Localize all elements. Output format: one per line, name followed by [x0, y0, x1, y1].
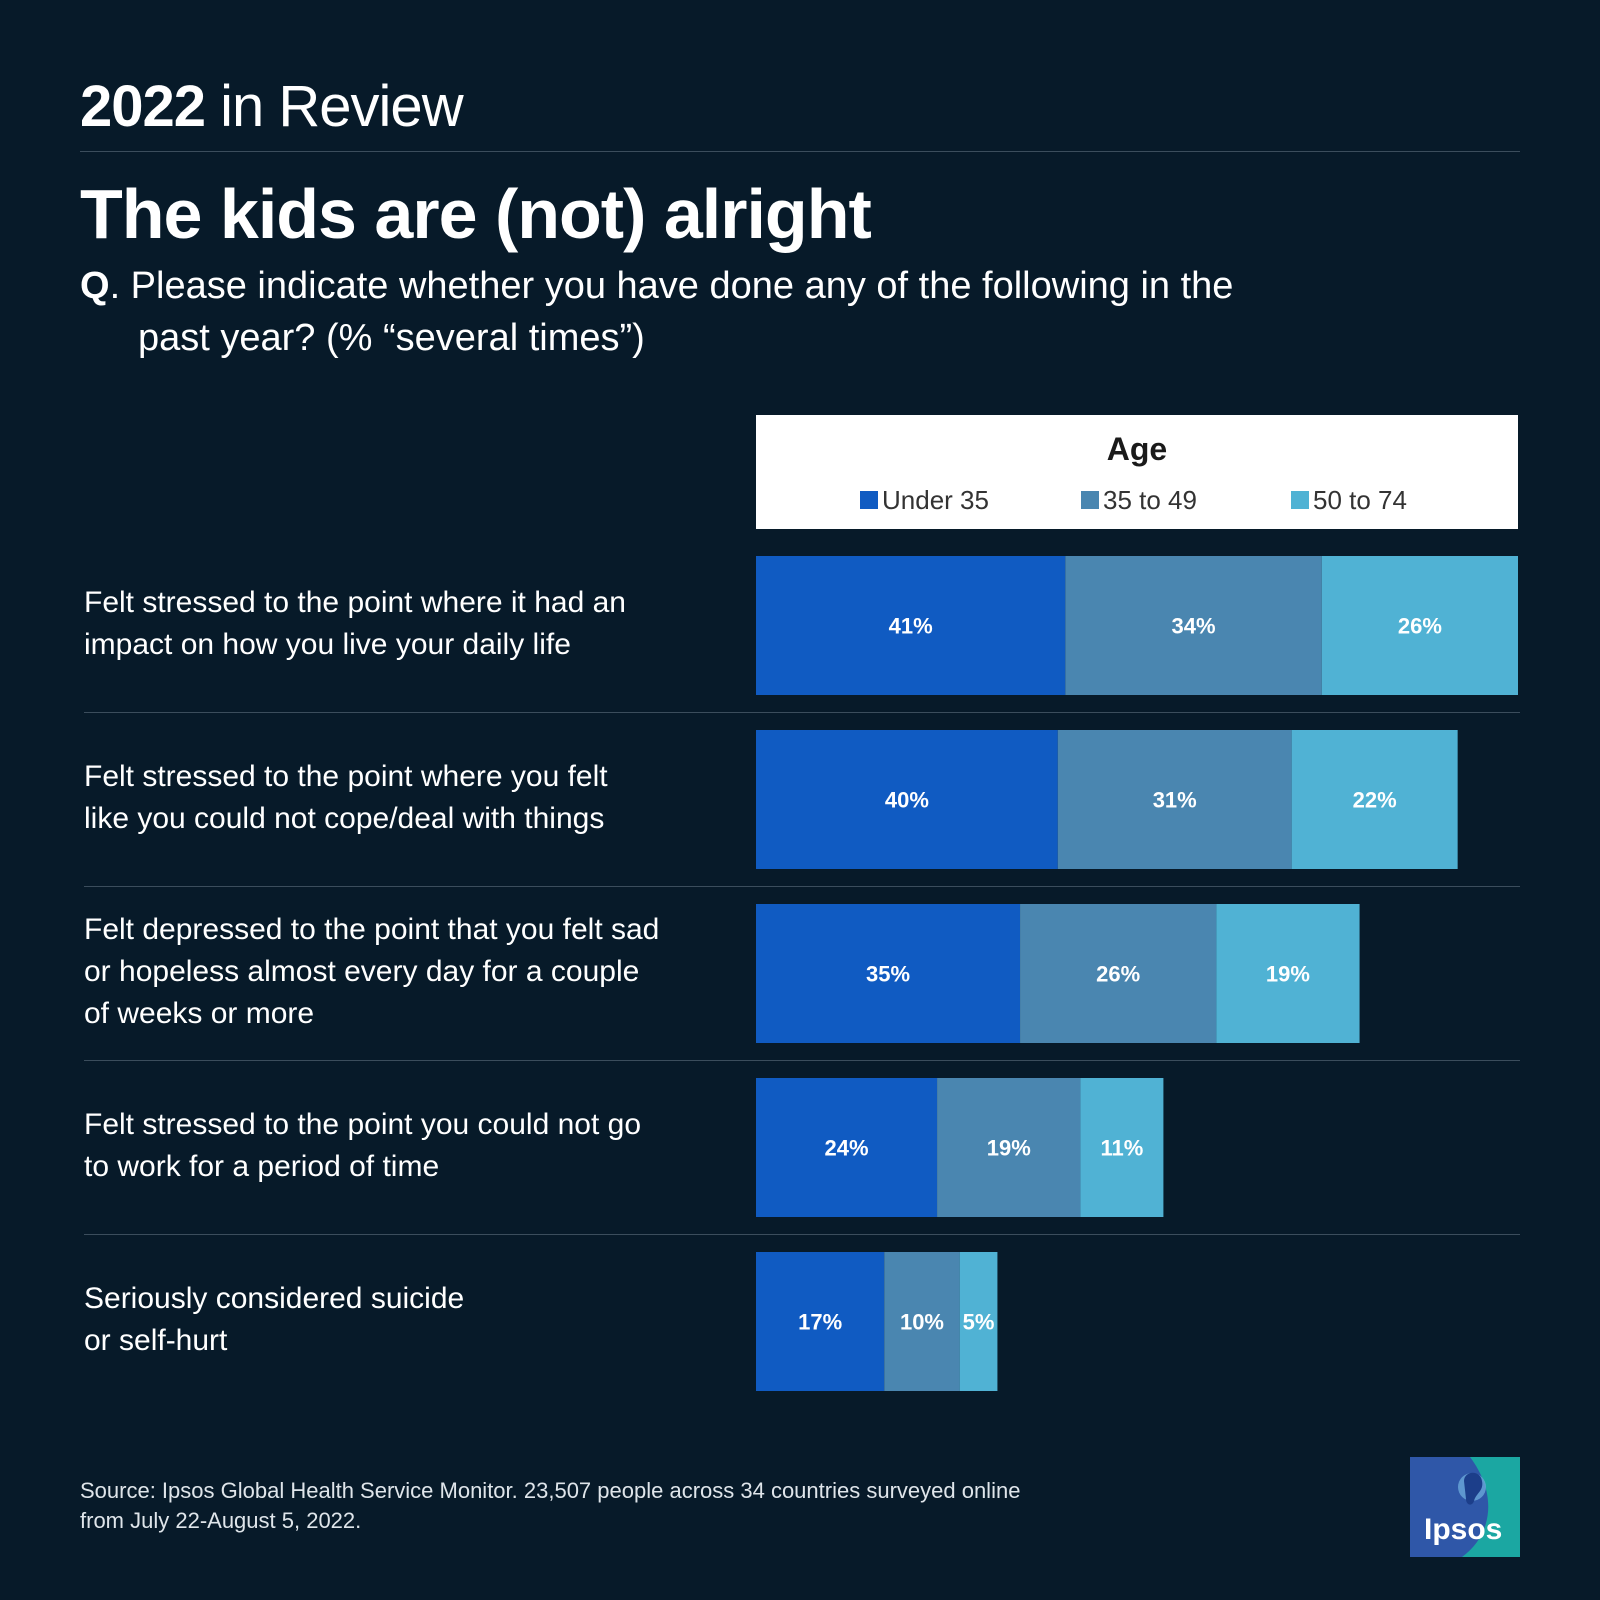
data-label-under-35: 24%	[825, 1136, 869, 1161]
category-label-line: impact on how you live your daily life	[84, 627, 571, 661]
data-label-35-to-49: 10%	[900, 1310, 944, 1335]
category-label-line: to work for a period of time	[84, 1149, 440, 1183]
legend: Age Under 35 35 to 49 50 to 74	[756, 415, 1518, 529]
source-line-2: from July 22-August 5, 2022.	[80, 1508, 362, 1533]
data-label-under-35: 40%	[885, 788, 929, 813]
bar-under-35	[756, 1078, 938, 1217]
page-title: The kids are (not) alright	[80, 175, 872, 253]
data-label-50-to-74: 11%	[1100, 1136, 1143, 1161]
legend-title: Age	[1106, 431, 1168, 467]
bar-50-to-74	[1321, 556, 1518, 695]
source-note: Source: Ipsos Global Health Service Moni…	[80, 1476, 1100, 1536]
legend-item-35-to-49: 35 to 49	[1081, 485, 1197, 515]
legend-swatch-35-to-49	[1081, 491, 1099, 509]
row-divider	[84, 1234, 1520, 1235]
legend-label-under-35: Under 35	[882, 485, 989, 515]
data-label-35-to-49: 31%	[1153, 788, 1197, 813]
bar-under-35	[756, 1252, 885, 1391]
legend-item-under-35: Under 35	[860, 485, 989, 515]
category-label-line: Felt depressed to the point that you fel…	[84, 912, 660, 946]
data-label-under-35: 17%	[798, 1310, 842, 1335]
bar-35-to-49	[1020, 904, 1217, 1043]
category-label: Felt depressed to the point that you fel…	[84, 909, 734, 1035]
data-label-35-to-49: 19%	[987, 1136, 1031, 1161]
data-label-50-to-74: 22%	[1353, 788, 1397, 813]
row-divider	[84, 886, 1520, 887]
row-divider	[84, 712, 1520, 713]
category-label-line: Felt stressed to the point where you fel…	[84, 759, 608, 793]
ipsos-logo: Ipsos	[1410, 1457, 1520, 1557]
data-label-under-35: 35%	[866, 962, 910, 987]
bar-35-to-49	[1057, 730, 1292, 869]
report-header: 2022 in Review	[80, 72, 464, 142]
bar-under-35	[756, 904, 1021, 1043]
category-label-line: Seriously considered suicide	[84, 1281, 465, 1315]
row-divider	[84, 1060, 1520, 1061]
legend-label-35-to-49: 35 to 49	[1103, 485, 1197, 515]
bar-50-to-74	[959, 1252, 998, 1391]
legend-swatch-50-to-74	[1291, 491, 1309, 509]
header-divider	[80, 151, 1520, 152]
legend-label-50-to-74: 50 to 74	[1313, 485, 1407, 515]
header-rest: in Review	[205, 74, 463, 139]
category-label-line: Felt stressed to the point you could not…	[84, 1107, 642, 1141]
question-marker: Q	[80, 265, 110, 307]
bar-under-35	[756, 556, 1066, 695]
data-label-50-to-74: 19%	[1266, 962, 1310, 987]
category-label-line: or self-hurt	[84, 1323, 228, 1357]
bar-under-35	[756, 730, 1058, 869]
data-label-50-to-74: 26%	[1398, 614, 1442, 639]
bar-50-to-74	[1291, 730, 1458, 869]
data-label-35-to-49: 34%	[1172, 614, 1216, 639]
category-label-line: Felt stressed to the point where it had …	[84, 585, 626, 619]
data-label-50-to-74: 5%	[963, 1310, 995, 1335]
category-label: Felt stressed to the point you could not…	[84, 1104, 734, 1188]
category-label-line: like you could not cope/deal with things	[84, 801, 605, 835]
data-label-under-35: 41%	[889, 614, 933, 639]
category-label: Seriously considered suicide or self-hurt	[84, 1278, 734, 1362]
legend-item-50-to-74: 50 to 74	[1291, 485, 1407, 515]
category-label: Felt stressed to the point where it had …	[84, 582, 734, 666]
question-line-2: past year? (% “several times”)	[138, 317, 645, 359]
svg-text:Ipsos: Ipsos	[1424, 1513, 1502, 1546]
bar-35-to-49	[884, 1252, 960, 1391]
category-label-line: or hopeless almost every day for a coupl…	[84, 954, 640, 988]
header-year: 2022	[80, 74, 206, 139]
bar-50-to-74	[1080, 1078, 1164, 1217]
question-text: Q. Please indicate whether you have done…	[80, 260, 1360, 364]
source-line-1: Source: Ipsos Global Health Service Moni…	[80, 1478, 1021, 1503]
category-label-line: of weeks or more	[84, 996, 315, 1030]
category-label: Felt stressed to the point where you fel…	[84, 756, 734, 840]
bar-35-to-49	[1065, 556, 1322, 695]
legend-swatch-under-35	[860, 491, 878, 509]
bar-35-to-49	[937, 1078, 1081, 1217]
data-label-35-to-49: 26%	[1096, 962, 1140, 987]
bar-50-to-74	[1216, 904, 1360, 1043]
question-line-1: . Please indicate whether you have done …	[109, 265, 1234, 307]
